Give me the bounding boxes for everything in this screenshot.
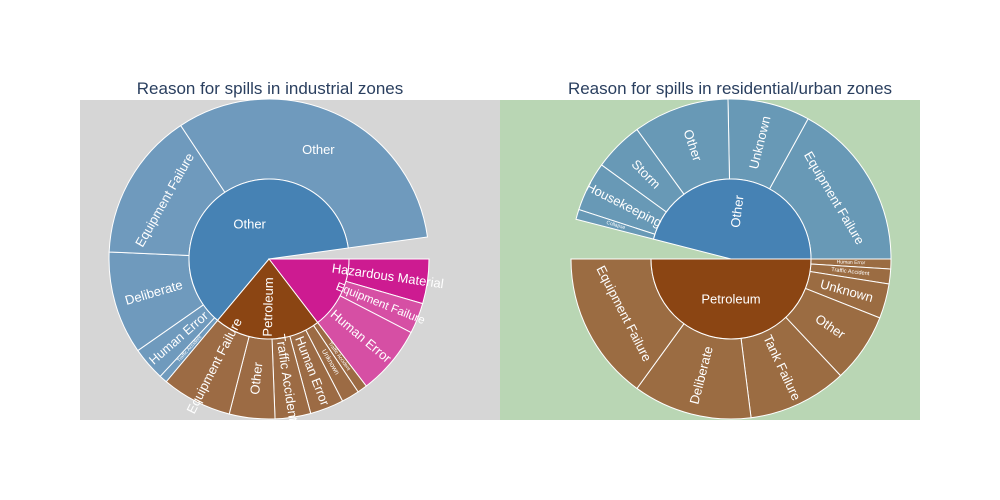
right-inner-label-other: Other xyxy=(728,194,747,229)
right-outer-label-petroleum-human-error: Human Error xyxy=(837,259,866,266)
right-inner-wedge-other xyxy=(652,178,812,260)
right-outer-label-petroleum-traffic-accident: Traffic Accident xyxy=(831,267,870,277)
left-inner-label-petroleum: Petroleum xyxy=(260,277,276,337)
left-inner-wedge-hazardous-material xyxy=(267,258,350,324)
left-chart-title: Reason for spills in industrial zones xyxy=(136,79,404,98)
right-chart-title: Reason for spills in residential/urban z… xyxy=(567,79,893,98)
left-inner-wedge-petroleum xyxy=(216,258,319,340)
left-outer-label-petroleum-other: Other xyxy=(247,361,265,396)
right-inner-label-petroleum: Petroleum xyxy=(701,292,760,307)
left-inner-wedge-other xyxy=(188,178,349,322)
left-inner-label-other: Other xyxy=(233,217,266,232)
right-outer-label-other-collapse: Collapse xyxy=(606,220,627,231)
left-outer-label-other-other: Other xyxy=(302,142,335,157)
right-inner-wedge-petroleum xyxy=(650,258,812,340)
